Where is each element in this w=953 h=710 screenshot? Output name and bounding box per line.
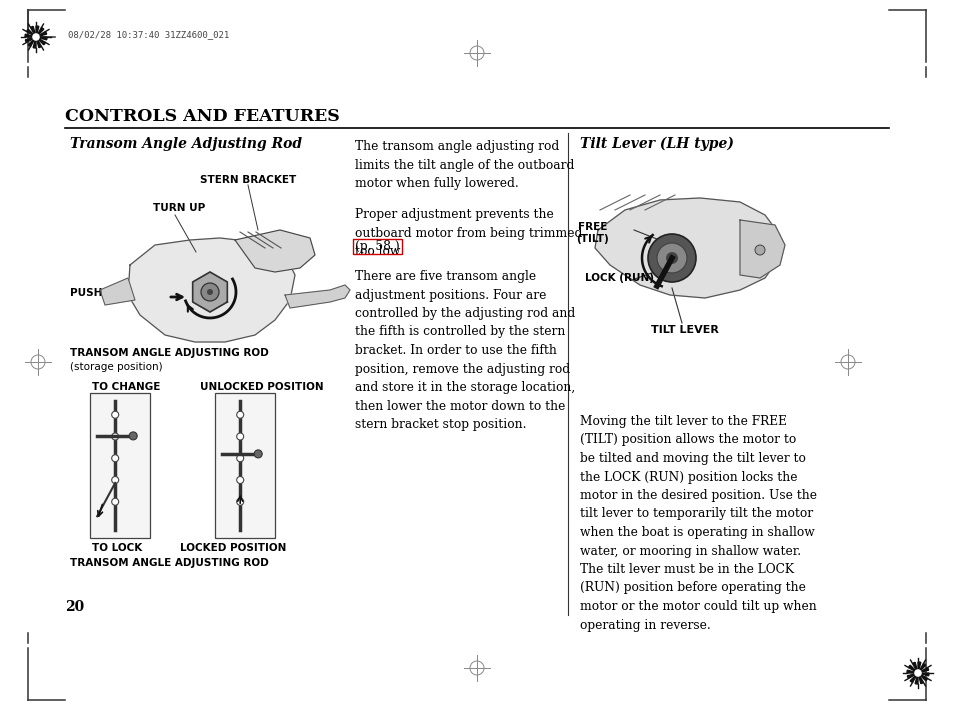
Text: TRANSOM ANGLE ADJUSTING ROD: TRANSOM ANGLE ADJUSTING ROD (70, 348, 269, 358)
Circle shape (236, 498, 243, 506)
Bar (214, 393, 274, 538)
Wedge shape (906, 670, 917, 673)
Wedge shape (29, 37, 36, 47)
Wedge shape (36, 37, 46, 45)
Text: TO LOCK: TO LOCK (91, 543, 142, 553)
Circle shape (657, 243, 686, 273)
Wedge shape (917, 667, 927, 673)
Circle shape (914, 670, 920, 676)
Circle shape (201, 283, 219, 301)
Text: TRANSOM ANGLE ADJUSTING ROD: TRANSOM ANGLE ADJUSTING ROD (70, 558, 269, 568)
Text: LOCKED POSITION: LOCKED POSITION (180, 543, 286, 553)
Wedge shape (36, 37, 47, 40)
Wedge shape (917, 673, 928, 676)
Circle shape (112, 454, 118, 462)
Wedge shape (917, 673, 926, 681)
Text: (storage position): (storage position) (70, 362, 162, 372)
Text: Proper adjustment prevents the
outboard motor from being trimmed
too low: Proper adjustment prevents the outboard … (355, 208, 581, 258)
Wedge shape (36, 31, 47, 37)
Circle shape (236, 476, 243, 484)
Wedge shape (907, 665, 917, 673)
Wedge shape (911, 662, 917, 673)
Wedge shape (906, 673, 917, 679)
Text: TILT LEVER: TILT LEVER (650, 325, 719, 335)
Text: The transom angle adjusting rod
limits the tilt angle of the outboard
motor when: The transom angle adjusting rod limits t… (355, 140, 574, 190)
Bar (90, 393, 150, 538)
Circle shape (112, 433, 118, 440)
Text: TURN UP: TURN UP (152, 203, 205, 213)
Wedge shape (909, 673, 917, 682)
Circle shape (647, 234, 696, 282)
Circle shape (112, 498, 118, 506)
Text: CONTROLS AND FEATURES: CONTROLS AND FEATURES (65, 108, 339, 125)
Wedge shape (36, 26, 39, 37)
Wedge shape (914, 673, 917, 684)
Polygon shape (595, 198, 780, 298)
Circle shape (253, 450, 262, 458)
Text: (p. 58 ): (p. 58 ) (355, 240, 399, 253)
Text: TO CHANGE: TO CHANGE (91, 382, 160, 392)
Polygon shape (234, 230, 314, 272)
Text: LOCK (RUN): LOCK (RUN) (584, 273, 654, 283)
Text: FREE
(TILT): FREE (TILT) (576, 222, 609, 244)
Circle shape (207, 289, 213, 295)
Wedge shape (917, 663, 924, 673)
Circle shape (236, 454, 243, 462)
Wedge shape (36, 28, 44, 37)
Wedge shape (33, 37, 36, 48)
Circle shape (129, 432, 137, 440)
Circle shape (236, 433, 243, 440)
Text: Tilt Lever (LH type): Tilt Lever (LH type) (579, 137, 733, 151)
Circle shape (236, 411, 243, 418)
Wedge shape (36, 37, 42, 48)
Polygon shape (128, 238, 294, 342)
Polygon shape (193, 272, 227, 312)
Circle shape (112, 411, 118, 418)
Circle shape (33, 34, 39, 40)
Wedge shape (917, 662, 920, 673)
Circle shape (754, 245, 764, 255)
Text: Moving the tilt lever to the FREE
(TILT) position allows the motor to
be tilted : Moving the tilt lever to the FREE (TILT)… (579, 415, 816, 631)
Wedge shape (27, 29, 36, 37)
Text: 08/02/28 10:37:40 31ZZ4600_021: 08/02/28 10:37:40 31ZZ4600_021 (68, 30, 229, 39)
Text: Transom Angle Adjusting Rod: Transom Angle Adjusting Rod (70, 137, 302, 151)
Text: UNLOCKED POSITION: UNLOCKED POSITION (200, 382, 323, 392)
Text: There are five transom angle
adjustment positions. Four are
controlled by the ad: There are five transom angle adjustment … (355, 270, 575, 431)
Circle shape (665, 252, 678, 264)
Text: STERN BRACKET: STERN BRACKET (200, 175, 295, 185)
Wedge shape (917, 673, 923, 684)
Text: PUSH: PUSH (70, 288, 102, 298)
Text: 20: 20 (65, 600, 84, 614)
Wedge shape (30, 26, 36, 37)
Wedge shape (25, 34, 36, 37)
Polygon shape (100, 278, 135, 305)
Polygon shape (285, 285, 350, 308)
Polygon shape (740, 220, 784, 278)
Circle shape (112, 476, 118, 484)
Wedge shape (26, 37, 36, 43)
